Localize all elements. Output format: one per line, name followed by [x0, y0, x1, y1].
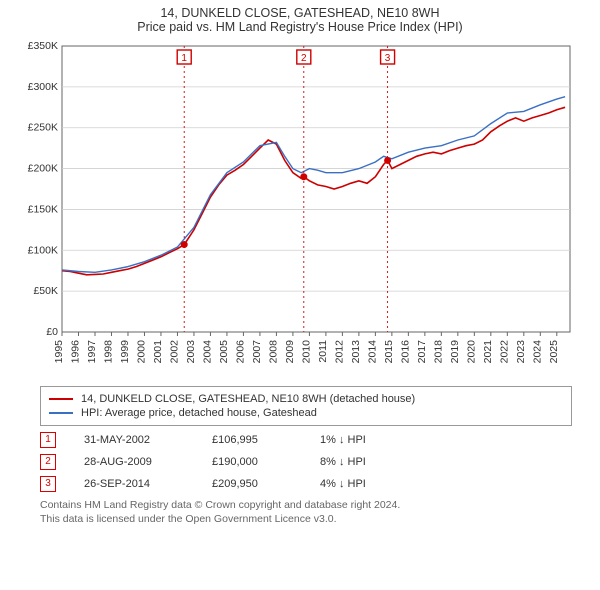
- sales-table: 1 31-MAY-2002 £106,995 1% ↓ HPI 2 28-AUG…: [40, 432, 572, 492]
- sale-date: 31-MAY-2002: [84, 434, 184, 446]
- svg-text:1: 1: [181, 53, 187, 64]
- svg-text:2013: 2013: [350, 340, 362, 364]
- sale-price: £209,950: [212, 478, 292, 490]
- svg-text:1996: 1996: [69, 340, 81, 364]
- svg-text:2005: 2005: [218, 340, 230, 364]
- legend-label-hpi: HPI: Average price, detached house, Gate…: [81, 407, 317, 419]
- svg-text:2018: 2018: [432, 340, 444, 364]
- sale-price: £190,000: [212, 456, 292, 468]
- svg-text:£50K: £50K: [33, 285, 58, 297]
- svg-text:2021: 2021: [482, 340, 494, 364]
- svg-text:3: 3: [385, 53, 391, 64]
- legend-swatch-hpi: [49, 412, 73, 414]
- footer-line2: This data is licensed under the Open Gov…: [40, 512, 572, 526]
- svg-text:£150K: £150K: [28, 203, 58, 215]
- svg-text:2014: 2014: [366, 340, 378, 364]
- sale-marker-icon: 1: [40, 432, 56, 448]
- svg-text:2: 2: [301, 53, 307, 64]
- svg-text:2008: 2008: [267, 340, 279, 364]
- svg-text:1998: 1998: [102, 340, 114, 364]
- sale-date: 26-SEP-2014: [84, 478, 184, 490]
- svg-text:2016: 2016: [399, 340, 411, 364]
- sale-price: £106,995: [212, 434, 292, 446]
- chart-title-line2: Price paid vs. HM Land Registry's House …: [0, 20, 600, 34]
- sales-row: 1 31-MAY-2002 £106,995 1% ↓ HPI: [40, 432, 572, 448]
- svg-text:2024: 2024: [531, 340, 543, 364]
- sale-diff: 1% ↓ HPI: [320, 434, 400, 446]
- svg-text:£100K: £100K: [28, 244, 58, 256]
- svg-text:2010: 2010: [300, 340, 312, 364]
- chart-title-line1: 14, DUNKELD CLOSE, GATESHEAD, NE10 8WH: [0, 6, 600, 20]
- footer-attribution: Contains HM Land Registry data © Crown c…: [40, 498, 572, 526]
- price-chart: £0 £50K £100K £150K £200K £250K £300K £350K 1995…: [20, 38, 580, 378]
- svg-text:2025: 2025: [548, 340, 560, 364]
- sale-date: 28-AUG-2009: [84, 456, 184, 468]
- svg-text:2004: 2004: [201, 340, 213, 364]
- svg-text:£200K: £200K: [28, 163, 58, 175]
- svg-text:2000: 2000: [135, 340, 147, 364]
- legend-row-property: 14, DUNKELD CLOSE, GATESHEAD, NE10 8WH (…: [49, 393, 563, 405]
- legend-swatch-property: [49, 398, 73, 400]
- footer-line1: Contains HM Land Registry data © Crown c…: [40, 498, 572, 512]
- svg-text:2011: 2011: [317, 340, 329, 363]
- svg-text:2012: 2012: [333, 340, 345, 364]
- svg-text:2019: 2019: [449, 340, 461, 364]
- svg-text:£0: £0: [46, 326, 58, 338]
- sale-marker-icon: 2: [40, 454, 56, 470]
- svg-text:2006: 2006: [234, 340, 246, 364]
- svg-text:1995: 1995: [53, 340, 65, 364]
- svg-text:2022: 2022: [498, 340, 510, 364]
- svg-text:£350K: £350K: [28, 40, 58, 52]
- svg-text:2023: 2023: [515, 340, 527, 364]
- sale-marker-icon: 3: [40, 476, 56, 492]
- svg-text:2009: 2009: [284, 340, 296, 364]
- svg-text:£250K: £250K: [28, 122, 58, 134]
- legend: 14, DUNKELD CLOSE, GATESHEAD, NE10 8WH (…: [40, 386, 572, 426]
- sales-row: 3 26-SEP-2014 £209,950 4% ↓ HPI: [40, 476, 572, 492]
- svg-text:2001: 2001: [152, 340, 164, 364]
- svg-text:1997: 1997: [86, 340, 98, 364]
- sale-diff: 4% ↓ HPI: [320, 478, 400, 490]
- svg-text:2003: 2003: [185, 340, 197, 364]
- sale-diff: 8% ↓ HPI: [320, 456, 400, 468]
- svg-text:£300K: £300K: [28, 81, 58, 93]
- sales-row: 2 28-AUG-2009 £190,000 8% ↓ HPI: [40, 454, 572, 470]
- svg-text:2017: 2017: [416, 340, 428, 364]
- svg-text:2015: 2015: [383, 340, 395, 364]
- legend-row-hpi: HPI: Average price, detached house, Gate…: [49, 407, 563, 419]
- svg-text:2002: 2002: [168, 340, 180, 364]
- svg-text:2020: 2020: [465, 340, 477, 364]
- legend-label-property: 14, DUNKELD CLOSE, GATESHEAD, NE10 8WH (…: [81, 393, 415, 405]
- svg-text:1999: 1999: [119, 340, 131, 364]
- svg-text:2007: 2007: [251, 340, 263, 364]
